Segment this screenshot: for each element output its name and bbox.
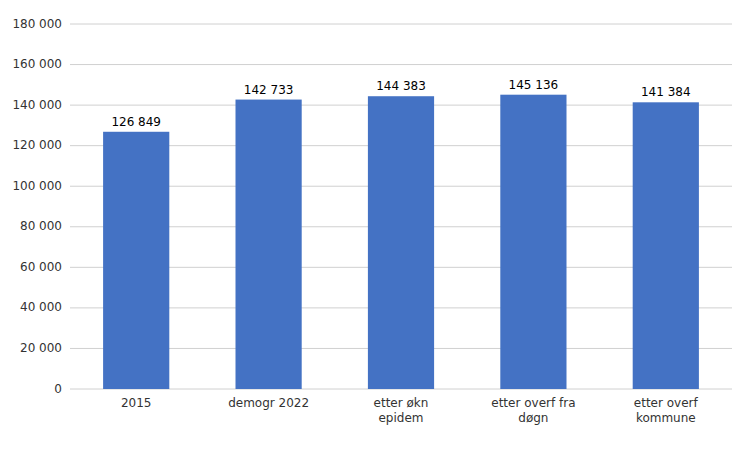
data-labels: 126 849 142 733 144 383 145 136 141 384 <box>111 78 690 129</box>
y-tick-label: 80 000 <box>20 219 62 233</box>
bar <box>103 132 169 389</box>
chart: 0 20 000 40 000 60 000 80 000 100 000 120 000 1… <box>0 0 752 451</box>
bar <box>633 102 699 389</box>
x-tick-label: etter øknepidem <box>374 396 429 425</box>
y-grid <box>70 24 732 389</box>
y-tick-label: 20 000 <box>20 341 62 355</box>
x-tick-label: demogr 2022 <box>228 396 309 410</box>
x-tick-labels: 2015 demogr 2022 etter øknepidem etter over… <box>121 396 699 425</box>
data-label: 142 733 <box>244 83 294 97</box>
grid-line <box>70 64 732 65</box>
data-label: 144 383 <box>376 79 426 93</box>
y-tick-label: 40 000 <box>20 300 62 314</box>
chart-container: 0 20 000 40 000 60 000 80 000 100 000 120 000 1… <box>0 0 752 451</box>
bar <box>368 96 434 389</box>
data-label: 145 136 <box>509 78 559 92</box>
y-tick-label: 60 000 <box>20 260 62 274</box>
y-tick-labels: 0 20 000 40 000 60 000 80 000 100 000 120 000 1… <box>12 17 62 396</box>
x-tick-label: 2015 <box>121 396 152 410</box>
data-label: 126 849 <box>111 115 161 129</box>
y-tick-label: 160 000 <box>12 57 62 71</box>
data-label: 141 384 <box>641 85 691 99</box>
y-tick-label: 120 000 <box>12 138 62 152</box>
bars <box>103 95 699 389</box>
y-tick-label: 100 000 <box>12 179 62 193</box>
y-tick-label: 0 <box>54 382 62 396</box>
bar <box>236 100 302 389</box>
bar <box>500 95 566 389</box>
x-tick-label: etter overf fradøgn <box>491 396 575 425</box>
x-tick-label: etter overfkommune <box>634 396 699 425</box>
grid-line <box>70 24 732 25</box>
y-tick-label: 180 000 <box>12 17 62 31</box>
y-tick-label: 140 000 <box>12 98 62 112</box>
